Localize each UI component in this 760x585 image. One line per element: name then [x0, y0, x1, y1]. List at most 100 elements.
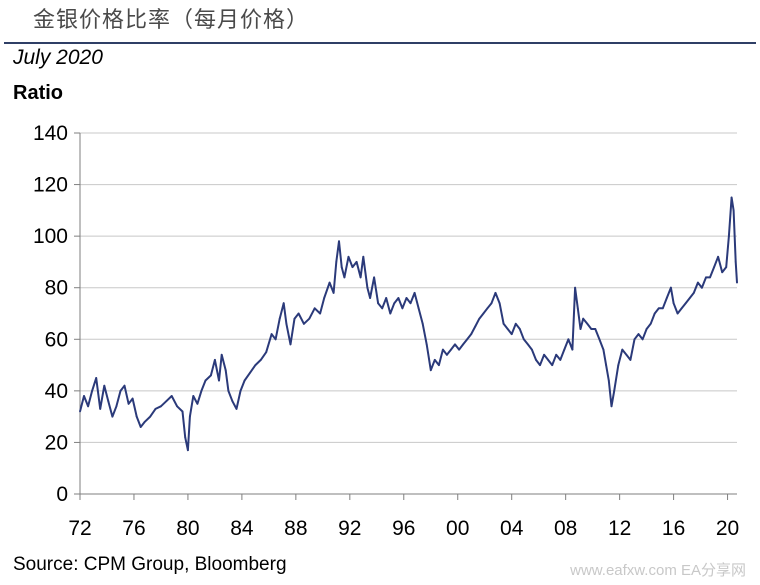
data-point: [478, 317, 481, 320]
x-tick-label: 16: [662, 517, 685, 540]
data-point: [249, 371, 251, 374]
data-point: [732, 209, 735, 212]
data-point: [176, 405, 179, 408]
data-point: [527, 343, 529, 346]
data-point: [725, 266, 728, 268]
y-tick-label: 60: [45, 328, 68, 351]
data-point: [574, 286, 576, 289]
data-point: [259, 359, 262, 361]
grid-lines: [80, 132, 737, 443]
data-point: [131, 397, 134, 400]
data-point: [265, 351, 268, 354]
data-point: [347, 255, 350, 258]
data-point: [189, 415, 191, 418]
chart-date: July 2020: [13, 46, 103, 69]
title-divider: [4, 42, 756, 44]
chart-title: 金银价格比率（每月价格）: [33, 8, 310, 33]
data-point: [270, 333, 273, 335]
x-tick-label: 88: [284, 517, 307, 540]
data-point: [355, 261, 358, 263]
data-point: [308, 317, 311, 320]
data-point: [351, 266, 354, 268]
data-point: [235, 408, 238, 410]
data-point: [139, 426, 142, 428]
data-point: [701, 286, 703, 289]
data-point: [200, 390, 203, 392]
data-point: [458, 348, 460, 351]
data-point: [641, 338, 644, 341]
data-point: [582, 317, 585, 320]
x-tick-label: 72: [68, 517, 91, 540]
data-point: [672, 302, 675, 305]
source-note: Source: CPM Group, Bloomberg: [13, 554, 287, 575]
data-point: [181, 410, 184, 413]
data-point: [429, 369, 432, 372]
x-tick-label: 04: [500, 517, 524, 540]
data-point: [613, 390, 616, 392]
data-point: [87, 405, 89, 408]
data-point: [107, 400, 110, 403]
data-point: [160, 405, 162, 408]
data-point: [425, 343, 428, 346]
data-point: [115, 405, 118, 408]
data-point: [684, 302, 687, 305]
data-point: [594, 328, 597, 330]
x-tick-label: 12: [608, 517, 631, 540]
data-point: [645, 328, 648, 330]
data-point: [598, 338, 601, 341]
x-tick-label: 92: [338, 517, 361, 540]
data-point: [143, 420, 146, 423]
data-point: [389, 312, 392, 315]
data-point: [438, 364, 440, 366]
data-point: [165, 400, 168, 403]
y-tick-labels: 0 20 40 60 80 100 120 140: [33, 122, 68, 506]
data-point: [713, 266, 715, 268]
data-point: [303, 322, 305, 325]
data-point: [91, 390, 93, 392]
data-point: [551, 364, 554, 366]
data-point: [518, 328, 521, 330]
data-point: [688, 297, 691, 299]
data-point: [607, 379, 610, 382]
x-tick-label: 80: [176, 517, 199, 540]
data-point: [319, 312, 321, 315]
data-point: [531, 348, 533, 351]
data-point: [705, 276, 707, 279]
data-point: [79, 410, 81, 413]
data-point: [498, 302, 501, 305]
data-point: [127, 402, 130, 405]
data-point: [192, 395, 195, 397]
data-point: [676, 312, 679, 315]
y-tick-label: 0: [56, 483, 68, 506]
data-point: [332, 292, 335, 294]
data-point: [494, 292, 497, 294]
data-point: [602, 348, 605, 351]
data-point: [482, 312, 485, 315]
data-point: [486, 307, 489, 310]
data-point: [135, 415, 138, 418]
data-point: [119, 390, 122, 392]
data-point: [187, 449, 189, 452]
y-tick-label: 80: [45, 277, 68, 300]
data-point: [653, 312, 656, 315]
data-point: [421, 322, 424, 325]
data-point: [730, 196, 733, 199]
series-lines: [79, 196, 738, 452]
data-point: [340, 266, 343, 268]
data-point: [218, 379, 220, 382]
data-point: [543, 353, 545, 356]
data-point: [514, 322, 517, 325]
data-point: [210, 374, 212, 377]
data-point: [576, 307, 579, 310]
data-point: [282, 302, 285, 305]
data-point: [184, 436, 187, 439]
data-point: [535, 359, 537, 361]
data-point: [393, 302, 396, 305]
data-point: [111, 415, 114, 418]
data-point: [734, 261, 737, 263]
data-point: [502, 322, 505, 325]
data-point: [446, 353, 448, 356]
data-point: [717, 255, 719, 258]
x-tick-label: 00: [446, 517, 469, 540]
data-point: [328, 281, 331, 284]
